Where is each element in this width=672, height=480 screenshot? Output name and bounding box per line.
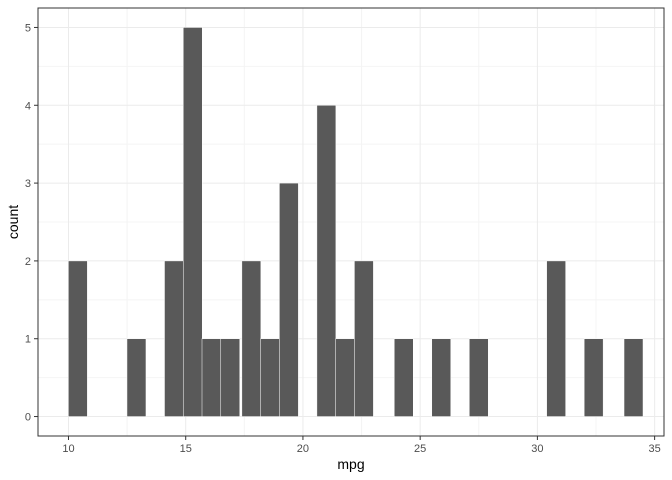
histogram-bar: [241, 260, 262, 417]
histogram-bar: [182, 27, 203, 417]
histogram-bar: [431, 338, 452, 417]
x-tick-label: 35: [648, 443, 660, 455]
panel-border: [37, 7, 665, 437]
histogram-bar: [316, 105, 337, 417]
x-tick-label: 15: [180, 443, 192, 455]
histogram-bar: [126, 338, 147, 417]
y-axis: 0 1 2 3 4 5: [25, 22, 38, 424]
histogram-bar: [335, 338, 355, 417]
histogram-bar: [68, 260, 88, 417]
y-tick-label: 4: [25, 100, 31, 112]
histogram-bar: [623, 338, 644, 417]
x-axis: 10 15 20 25 30 35: [62, 436, 661, 455]
histogram-bar: [394, 338, 414, 417]
histogram-bar: [220, 338, 241, 417]
y-tick-label: 2: [25, 256, 31, 268]
y-tick-label: 1: [25, 334, 31, 346]
x-tick-label: 10: [62, 443, 74, 455]
y-axis-title: count: [5, 205, 21, 239]
histogram-bars: [68, 27, 644, 417]
histogram-bar: [201, 338, 222, 417]
histogram-bar: [583, 338, 604, 417]
x-tick-label: 20: [297, 443, 309, 455]
histogram-bar: [469, 338, 489, 417]
histogram-bar: [279, 182, 299, 417]
histogram-bar: [354, 260, 374, 417]
y-tick-label: 3: [25, 178, 31, 190]
x-axis-title: mpg: [337, 456, 364, 472]
x-tick-label: 25: [414, 443, 426, 455]
y-tick-label: 0: [25, 412, 31, 424]
histogram-bar: [546, 260, 566, 417]
x-tick-label: 30: [531, 443, 543, 455]
y-tick-label: 5: [25, 22, 31, 34]
histogram-bar: [164, 260, 184, 417]
histogram-bar: [260, 338, 280, 417]
